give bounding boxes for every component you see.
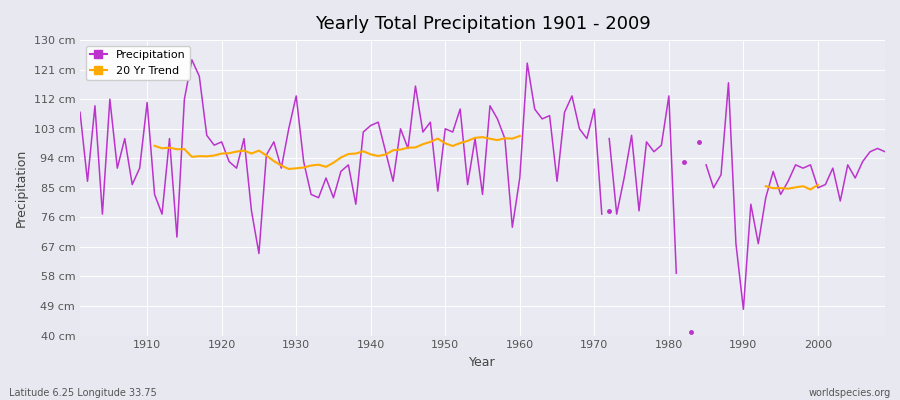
Text: worldspecies.org: worldspecies.org <box>809 388 891 398</box>
Text: Latitude 6.25 Longitude 33.75: Latitude 6.25 Longitude 33.75 <box>9 388 157 398</box>
Legend: Precipitation, 20 Yr Trend: Precipitation, 20 Yr Trend <box>86 46 190 80</box>
Title: Yearly Total Precipitation 1901 - 2009: Yearly Total Precipitation 1901 - 2009 <box>315 15 651 33</box>
Y-axis label: Precipitation: Precipitation <box>15 149 28 227</box>
X-axis label: Year: Year <box>469 356 496 369</box>
